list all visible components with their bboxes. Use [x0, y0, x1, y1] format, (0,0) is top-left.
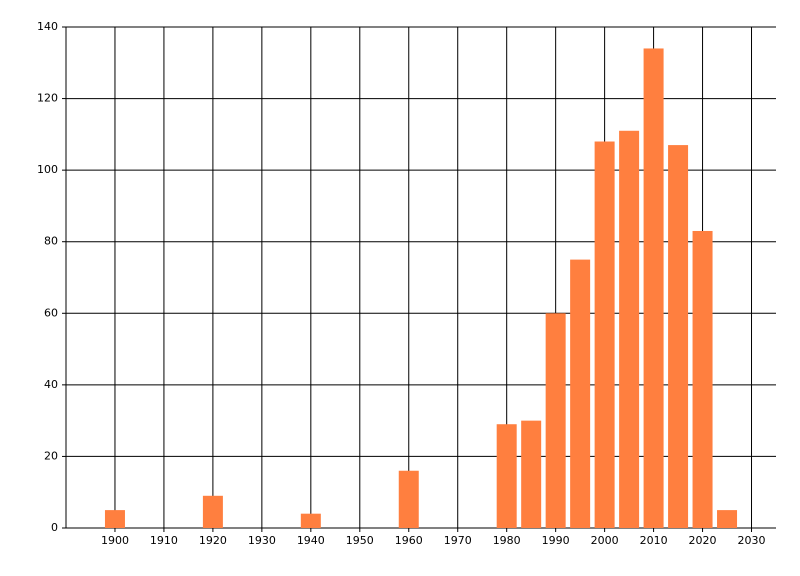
y-tick-label: 60 — [44, 306, 58, 319]
y-tick-label: 100 — [37, 163, 58, 176]
bar — [521, 420, 542, 528]
x-tick-label: 2020 — [689, 534, 717, 547]
y-tick-label: 20 — [44, 449, 58, 462]
bar — [643, 48, 664, 528]
bar — [692, 230, 713, 528]
bar — [545, 313, 566, 528]
y-tick-label: 80 — [44, 235, 58, 248]
bar — [570, 259, 591, 528]
x-tick-label: 2010 — [640, 534, 668, 547]
y-tick-label: 0 — [51, 521, 58, 534]
y-tick-label: 120 — [37, 92, 58, 105]
bar — [398, 470, 419, 528]
bar — [668, 145, 689, 529]
x-tick-label: 1940 — [297, 534, 325, 547]
x-tick-label: 2030 — [738, 534, 766, 547]
x-tick-label: 1950 — [346, 534, 374, 547]
bar — [717, 510, 738, 528]
y-tick-label: 140 — [37, 20, 58, 33]
x-tick-label: 1920 — [199, 534, 227, 547]
x-tick-label: 1970 — [444, 534, 472, 547]
x-tick-label: 1900 — [101, 534, 129, 547]
x-tick-label: 1910 — [150, 534, 178, 547]
bar — [594, 141, 615, 528]
x-tick-label: 1960 — [395, 534, 423, 547]
y-tick-label: 40 — [44, 378, 58, 391]
x-tick-label: 1990 — [542, 534, 570, 547]
x-tick-label: 1980 — [493, 534, 521, 547]
x-tick-label: 2000 — [591, 534, 619, 547]
bar — [300, 513, 321, 528]
x-tick-label: 1930 — [248, 534, 276, 547]
bar — [496, 424, 517, 528]
bar — [202, 495, 223, 528]
bar — [104, 510, 125, 528]
bar — [619, 130, 640, 528]
